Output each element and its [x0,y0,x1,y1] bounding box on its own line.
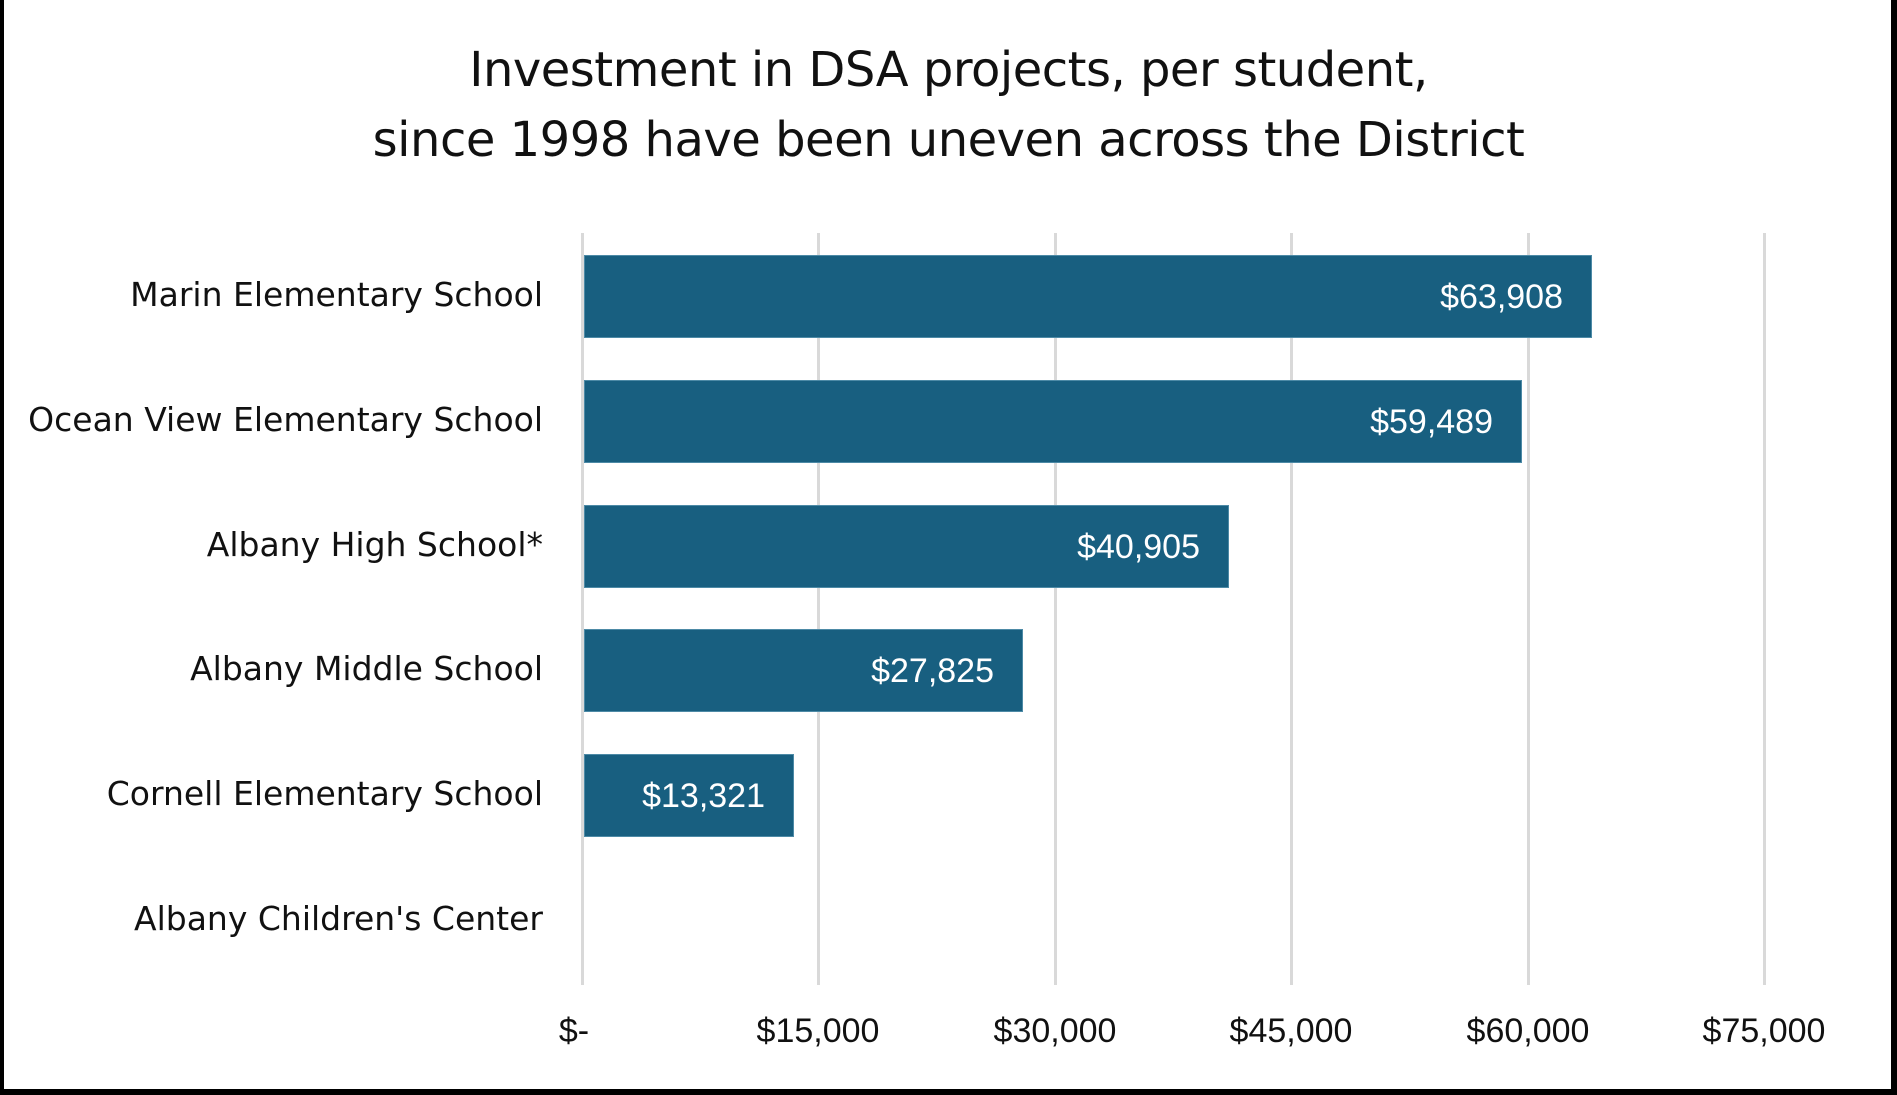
bar-value-label: $59,489 [1370,403,1493,441]
bar-albany-high: $40,905 [584,505,1229,588]
gridline-0 [581,233,584,985]
gridline-75000 [1763,233,1766,985]
x-tick-label: $45,000 [1229,1012,1353,1050]
category-label: Cornell Elementary School [106,774,543,813]
bar-cornell: $13,321 [584,754,794,837]
bar-value-label: $63,908 [1440,278,1563,316]
bar-value-label: $27,825 [871,652,994,690]
chart-title-line2: since 1998 have been uneven across the D… [372,112,1525,168]
bar-marin: $63,908 [584,255,1592,338]
category-label: Albany High School* [206,525,543,564]
x-tick-label: $75,000 [1702,1012,1826,1050]
category-label: Albany Middle School [190,649,543,688]
x-tick-label: $60,000 [1466,1012,1590,1050]
gridline-45000 [1290,233,1293,985]
x-tick-label: $- [558,1012,590,1050]
gridline-30000 [1054,233,1057,985]
gridline-60000 [1527,233,1530,985]
bar-albany-middle: $27,825 [584,629,1023,712]
x-tick-label: $30,000 [993,1012,1117,1050]
gridline-15000 [817,233,820,985]
x-tick-label: $15,000 [756,1012,880,1050]
bar-value-label: $13,321 [642,777,765,815]
category-label: Ocean View Elementary School [28,400,543,439]
chart-title-line1: Investment in DSA projects, per student, [469,42,1428,98]
category-label: Albany Children's Center [134,899,543,938]
bar-ocean-view: $59,489 [584,380,1522,463]
bar-value-label: $40,905 [1077,528,1200,566]
category-label: Marin Elementary School [130,275,543,314]
